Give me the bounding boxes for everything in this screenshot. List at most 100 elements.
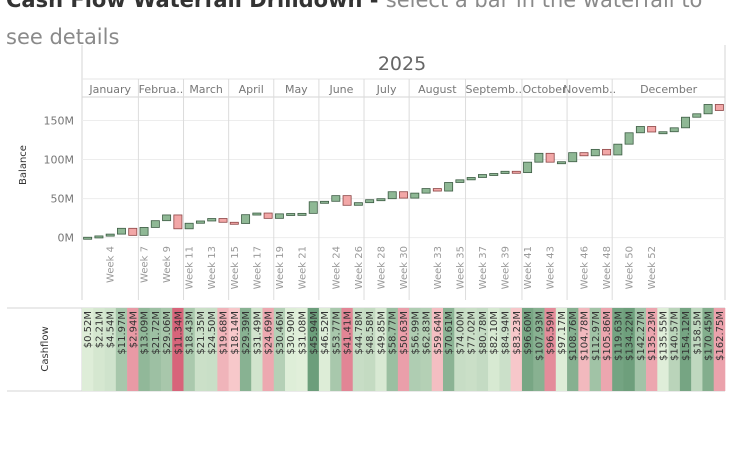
waterfall-bar [635, 126, 645, 134]
cashflow-value: $2.21M [94, 311, 105, 348]
week-label: Week 17 [252, 246, 263, 289]
cashflow-cell [431, 308, 444, 391]
cashflow-cell [352, 308, 365, 391]
waterfall-bar [117, 227, 126, 235]
cashflow-value: $96.59M [546, 311, 557, 355]
waterfall-bar [624, 132, 634, 145]
title-bold: Cash Flow Waterfall Drilldown - [6, 0, 386, 12]
week-label: Week 28 [376, 246, 387, 289]
waterfall-bar [128, 227, 138, 236]
cashflow-cell [296, 308, 308, 391]
cashflow-strip[interactable]: $0.52M $2.21M $4.54M $11.97M $2.94M $13.09M $2… [82, 308, 726, 391]
cashflow-label: Cashflow [40, 326, 51, 371]
waterfall-bar [647, 126, 657, 133]
month-header: May [285, 83, 308, 96]
cashflow-value: $31.49M [252, 311, 263, 355]
waterfall-bar [590, 148, 600, 157]
waterfall-bar [376, 198, 386, 202]
waterfall-bar [229, 221, 239, 225]
cashflow-cell [510, 308, 523, 391]
waterfall-bar [556, 161, 566, 165]
waterfall-bar [162, 214, 172, 222]
waterfall-bar [207, 218, 217, 222]
cashflow-value: $11.97M [117, 311, 128, 355]
week-label: Week 43 [546, 246, 557, 289]
month-header: Novemb.. [563, 83, 616, 96]
waterfall-bar [511, 170, 521, 174]
waterfall-bar [669, 127, 679, 133]
cashflow-value: $59.64M [433, 311, 444, 355]
cashflow-cell [499, 308, 511, 391]
cashflow-value: $50.63M [399, 311, 410, 355]
cashflow-cell [386, 308, 399, 391]
waterfall-bar [478, 174, 487, 178]
page-title: Cash Flow Waterfall Drilldown - select a… [6, 0, 702, 12]
y-tick-label: 150M [44, 114, 75, 127]
y-tick-label: 0M [58, 232, 75, 245]
month-header: June [328, 83, 353, 96]
waterfall-bar [579, 152, 589, 157]
waterfall-bar [353, 202, 363, 206]
waterfall-bar [534, 152, 544, 163]
cashflow-cell [104, 308, 117, 391]
cashflow-value: $154.12M [681, 311, 692, 361]
waterfall-bar [545, 152, 555, 163]
cashflow-value: $134.22M [625, 311, 636, 361]
waterfall-bar [365, 199, 375, 204]
week-label: Week 24 [331, 246, 342, 289]
waterfall-bar [500, 170, 510, 174]
month-header: July [376, 83, 397, 96]
cashflow-value: $49.85M [376, 311, 387, 355]
week-label: Week 37 [478, 246, 489, 289]
cashflow-cell [409, 308, 421, 391]
week-label: Week 33 [433, 246, 444, 289]
week-labels: Week 4 Week 7 Week 9 Week 11 Week 13 Week 15 W… [106, 246, 658, 289]
cashflow-value: $19.68M [219, 311, 230, 355]
cashflow-cell [375, 308, 387, 391]
cashflow-cell [172, 308, 184, 391]
cashflow-value: $112.97M [591, 311, 602, 361]
waterfall-bar [387, 191, 397, 200]
cashflow-value: $158.5M [692, 311, 703, 355]
cashflow-value: $21.72M [151, 311, 162, 355]
waterfall-bar [703, 104, 713, 115]
cashflow-value: $24.69M [264, 311, 275, 355]
cashflow-cell [646, 308, 658, 391]
waterfall-bar [252, 212, 262, 216]
waterfall-bar [184, 222, 194, 230]
cashflow-value: $31.08M [297, 311, 308, 355]
week-label: Week 46 [579, 246, 590, 289]
cashflow-value: $44.78M [354, 311, 365, 355]
cashflow-value: $11.34M [173, 311, 184, 355]
month-header: January [88, 83, 131, 96]
waterfall-bar [613, 143, 623, 156]
waterfall-bar [150, 220, 160, 228]
waterfall-bar [421, 188, 431, 194]
waterfall-bar [523, 161, 533, 174]
cashflow-cell [691, 308, 703, 391]
cashflow-value: $70.61M [444, 311, 455, 355]
cashflow-value: $21.35M [196, 311, 207, 355]
cashflow-cell [454, 308, 466, 391]
waterfall-bars[interactable] [83, 104, 724, 240]
cashflow-value: $0.52M [83, 311, 94, 348]
cashflow-value: $104.78M [579, 311, 590, 361]
waterfall-bar [444, 182, 454, 192]
week-label: Week 35 [455, 246, 466, 289]
cashflow-cell [239, 308, 252, 391]
cashflow-cell [567, 308, 579, 391]
week-label: Week 15 [230, 246, 241, 289]
cashflow-value: $142.27M [636, 311, 647, 361]
cashflow-value: $83.23M [512, 311, 523, 355]
cashflow-value: $45.94M [309, 311, 320, 355]
waterfall-bar [331, 195, 341, 202]
cashflow-cell [465, 308, 478, 391]
waterfall-bar [218, 218, 228, 223]
cashflow-value: $18.14M [230, 311, 241, 355]
cashflow-value: $107.93M [534, 311, 545, 361]
week-label: Week 48 [602, 246, 613, 289]
cashflow-cell [93, 308, 105, 391]
page-title-line2: see details [6, 25, 120, 49]
waterfall-bar [195, 220, 205, 224]
